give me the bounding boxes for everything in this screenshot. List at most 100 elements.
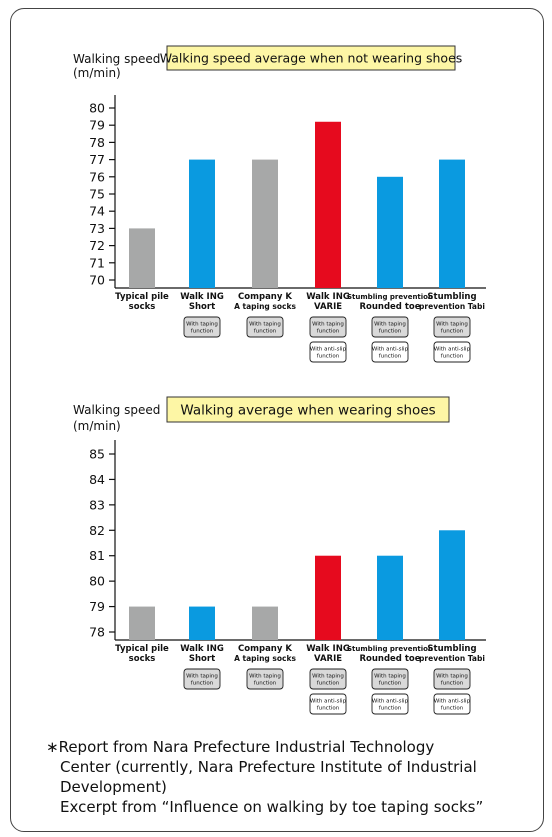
bar-3 — [252, 606, 278, 640]
footnote-line-1: ∗Report from Nara Prefecture Industrial … — [46, 738, 435, 756]
category-label: Walk ING — [180, 292, 224, 302]
y-axis-label: Walking speed — [73, 403, 160, 417]
y-tick-label: 79 — [89, 599, 105, 614]
category-label: Short — [189, 654, 215, 664]
taping-function-label: function — [317, 681, 340, 687]
y-tick-label: 78 — [89, 625, 105, 640]
antislip-function-label: With anti-slip — [372, 347, 409, 353]
taping-function-badge — [371, 668, 409, 690]
category-label: Company K — [238, 644, 292, 654]
antislip-function-badge — [309, 693, 347, 715]
taping-function-label: With taping — [312, 322, 344, 328]
chart-1: Walking speed(m/min) Walking speed averag… — [73, 45, 486, 363]
category-label: Stumbling prevention — [347, 645, 433, 653]
taping-function-label: With taping — [436, 322, 468, 328]
category-label: prevention Tabi — [419, 654, 485, 663]
y-tick-label: 71 — [89, 255, 105, 270]
y-tick-label: 75 — [89, 187, 105, 202]
category-label: A taping socks — [234, 654, 296, 663]
y-tick-label: 80 — [89, 101, 105, 116]
antislip-function-badge — [371, 341, 409, 363]
taping-function-badge — [309, 668, 347, 690]
antislip-function-label: With anti-slip — [434, 699, 471, 705]
y-axis-unit: (m/min) — [73, 66, 121, 80]
y-tick-label: 79 — [89, 118, 105, 133]
taping-function-badge — [433, 316, 471, 338]
taping-function-label: function — [254, 329, 277, 335]
taping-function-label: function — [441, 329, 464, 335]
bar-2 — [189, 159, 215, 288]
bar-3 — [252, 159, 278, 288]
antislip-function-label: function — [441, 706, 464, 712]
y-tick-label: 80 — [89, 574, 105, 589]
antislip-function-label: function — [317, 706, 340, 712]
antislip-function-label: With anti-slip — [434, 347, 471, 353]
chart-title-box — [166, 45, 456, 71]
taping-function-label: With taping — [186, 322, 218, 328]
antislip-function-label: function — [441, 354, 464, 360]
chart-title-box — [166, 396, 450, 423]
category-label: VARIE — [314, 654, 342, 664]
chart-title: Walking speed average when not wearing s… — [160, 51, 463, 66]
taping-function-label: function — [191, 681, 214, 687]
category-label: Walk ING — [306, 292, 350, 302]
y-axis-label: Walking speed — [73, 52, 160, 66]
y-tick-label: 74 — [89, 204, 105, 219]
bar-4 — [315, 555, 341, 640]
antislip-function-label: function — [317, 354, 340, 360]
category-label: prevention Tabi — [419, 302, 485, 311]
antislip-function-badge — [433, 341, 471, 363]
antislip-function-label: With anti-slip — [310, 699, 347, 705]
category-label: Walk ING — [306, 644, 350, 654]
category-label: Stumbling — [427, 292, 476, 302]
taping-function-label: function — [191, 329, 214, 335]
y-tick-label: 70 — [89, 273, 105, 288]
category-label: Stumbling — [427, 644, 476, 654]
taping-function-badge — [433, 668, 471, 690]
footnote-line-4: Excerpt from “Influence on walking by to… — [60, 798, 484, 816]
taping-function-label: function — [379, 329, 402, 335]
taping-function-badge — [246, 668, 284, 690]
category-label: Rounded toe — [359, 654, 420, 664]
y-tick-label: 84 — [89, 472, 105, 487]
taping-function-badge — [371, 316, 409, 338]
bar-5 — [377, 176, 403, 288]
taping-function-label: function — [254, 681, 277, 687]
category-label: Company K — [238, 292, 292, 302]
category-label: Rounded toe — [359, 302, 420, 312]
taping-function-badge — [183, 316, 221, 338]
category-label: socks — [129, 302, 156, 312]
y-tick-label: 83 — [89, 497, 105, 512]
category-label: Stumbling prevention — [347, 293, 433, 301]
antislip-function-label: function — [379, 354, 402, 360]
antislip-function-label: With anti-slip — [310, 347, 347, 353]
category-label: Typical pile — [115, 292, 169, 302]
category-label: Walk ING — [180, 644, 224, 654]
category-label: A taping socks — [234, 302, 296, 311]
taping-function-label: function — [379, 681, 402, 687]
bar-1 — [129, 228, 155, 288]
y-tick-label: 72 — [89, 238, 105, 253]
taping-function-badge — [246, 316, 284, 338]
taping-function-label: With taping — [249, 322, 281, 328]
y-tick-label: 78 — [89, 135, 105, 150]
bar-6 — [439, 159, 465, 288]
antislip-function-label: With anti-slip — [372, 699, 409, 705]
y-tick-label: 76 — [89, 169, 105, 184]
chart-title: Walking average when wearing shoes — [180, 402, 435, 418]
category-label: Typical pile — [115, 644, 169, 654]
taping-function-label: function — [317, 329, 340, 335]
taping-function-label: With taping — [374, 322, 406, 328]
bar-1 — [129, 606, 155, 640]
taping-function-label: With taping — [186, 674, 218, 680]
footnote: ∗Report from Nara Prefecture Industrial … — [46, 737, 536, 817]
antislip-function-badge — [371, 693, 409, 715]
y-tick-label: 81 — [89, 548, 105, 563]
y-tick-label: 73 — [89, 221, 105, 236]
antislip-function-badge — [433, 693, 471, 715]
bar-6 — [439, 530, 465, 640]
y-tick-label: 82 — [89, 523, 105, 538]
bar-5 — [377, 555, 403, 640]
chart-2: Walking speed (m/min) Walking average when… — [73, 396, 486, 715]
